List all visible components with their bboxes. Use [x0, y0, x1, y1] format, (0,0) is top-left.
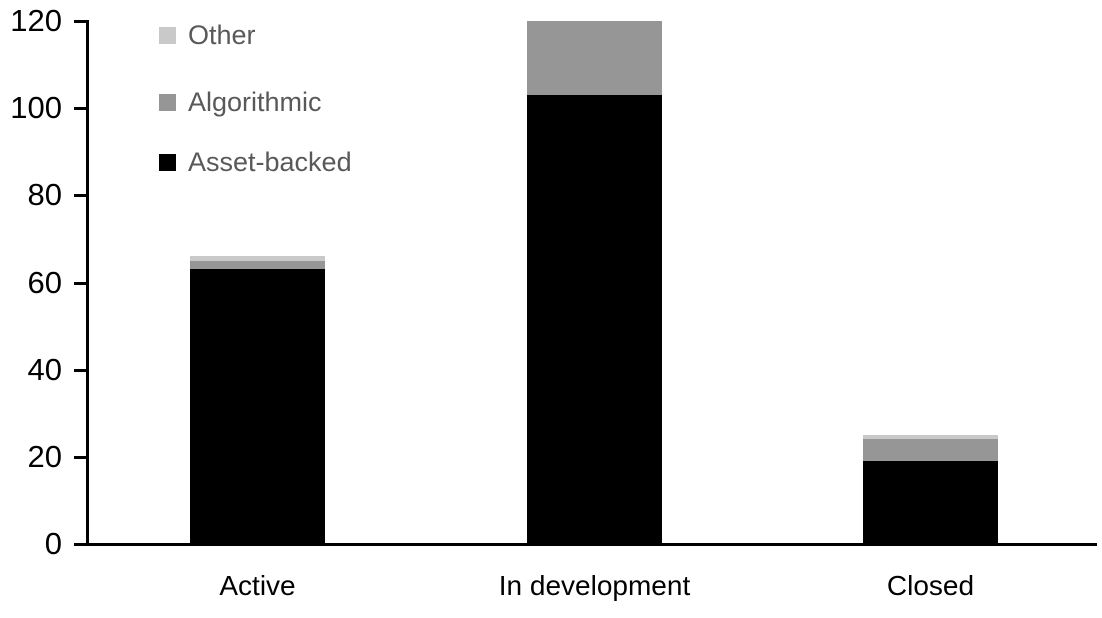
y-tick-mark — [74, 543, 89, 546]
y-tick-label-0: 0 — [44, 526, 62, 561]
y-tick-label-80: 80 — [27, 177, 62, 213]
legend-label-asset-backed: Asset-backed — [188, 147, 352, 177]
bar-segment-in-development-asset-backed — [527, 95, 662, 544]
legend-item-asset-backed: Asset-backed — [159, 149, 352, 176]
legend-swatch-algorithmic — [159, 94, 176, 111]
legend-item-algorithmic: Algorithmic — [159, 89, 322, 116]
legend-swatch-asset-backed — [159, 154, 176, 171]
bar-segment-closed-other — [863, 435, 998, 439]
bar-segment-active-asset-backed — [190, 269, 325, 544]
y-tick-label-40: 40 — [27, 351, 62, 387]
bar-segment-active-algorithmic — [190, 261, 325, 269]
legend-item-other: Other — [159, 22, 256, 49]
y-tick-mark — [74, 107, 89, 111]
y-tick-label-20: 20 — [27, 438, 62, 474]
y-tick-label-60: 60 — [27, 264, 62, 300]
legend-swatch-other — [159, 27, 176, 44]
x-axis-line — [86, 543, 1097, 546]
legend-label-algorithmic: Algorithmic — [188, 87, 322, 117]
y-tick-mark — [74, 194, 89, 198]
bar-segment-closed-asset-backed — [863, 461, 998, 544]
y-tick-mark — [74, 368, 89, 372]
y-tick-label-120: 120 — [10, 3, 62, 38]
y-tick-mark — [74, 455, 89, 459]
legend-label-other: Other — [188, 20, 256, 50]
y-tick-label-100: 100 — [10, 90, 62, 126]
bar-segment-in-development-algorithmic — [527, 21, 662, 95]
x-category-label-in-development: In development — [498, 570, 691, 601]
y-tick-mark — [74, 281, 89, 285]
y-tick-mark — [74, 20, 89, 23]
x-category-label-closed: Closed — [886, 570, 975, 601]
x-category-label-active: Active — [219, 570, 296, 601]
bar-segment-closed-algorithmic — [863, 439, 998, 461]
bar-segment-active-other — [190, 256, 325, 261]
